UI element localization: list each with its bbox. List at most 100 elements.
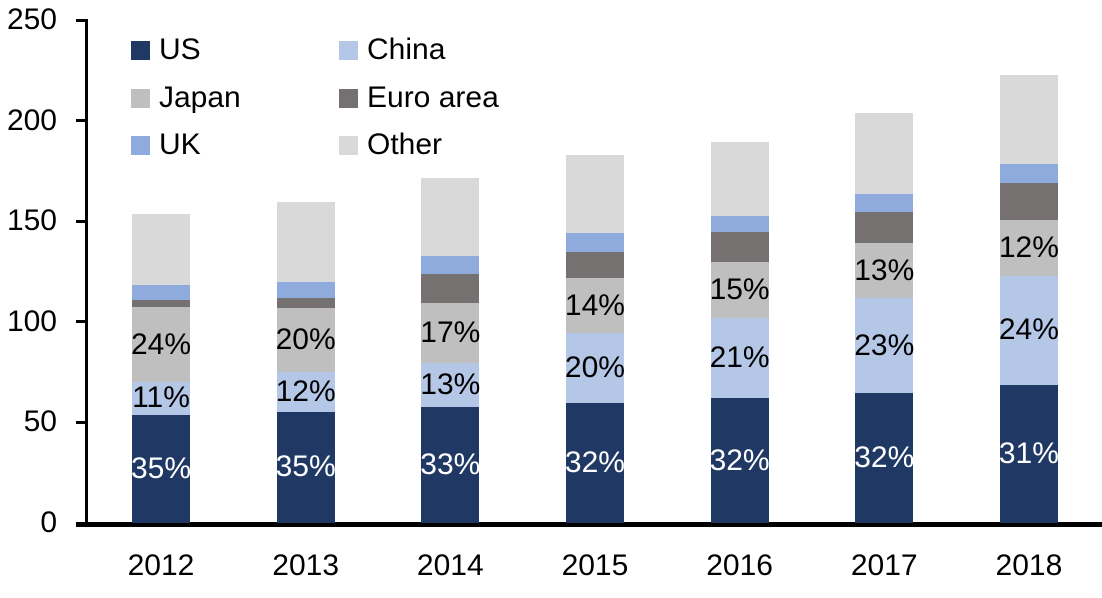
segment-percfor-label: 32% bbox=[709, 443, 770, 477]
bar-segment-euro-area bbox=[276, 298, 335, 308]
segment-percfor-label: 32% bbox=[564, 446, 625, 480]
legend-item-china: China bbox=[339, 35, 445, 65]
legend-label: Other bbox=[367, 128, 443, 161]
legend-label: US bbox=[159, 33, 201, 66]
bar-segment-uk bbox=[855, 194, 914, 212]
y-axis-line bbox=[85, 19, 88, 523]
y-axis-tick bbox=[76, 320, 85, 324]
legend-item-uk: UK bbox=[131, 130, 201, 160]
legend-swatch-icon bbox=[339, 40, 358, 60]
legend-label: Japan bbox=[159, 81, 241, 114]
bar-segment-japan bbox=[565, 278, 624, 334]
legend-swatch-icon bbox=[339, 88, 358, 108]
bar-segment-japan bbox=[710, 261, 769, 318]
bar-segment-other bbox=[421, 178, 480, 256]
bar-segment-us bbox=[999, 384, 1058, 523]
y-axis-tick-label: 200 bbox=[6, 103, 57, 137]
x-axis-category-label: 2016 bbox=[706, 549, 773, 582]
bar-segment-uk bbox=[710, 215, 769, 233]
bar-segment-euro-area bbox=[999, 182, 1058, 220]
segment-percfor-label: 12% bbox=[998, 230, 1059, 264]
bar-segment-us bbox=[710, 398, 769, 523]
segment-percfor-label: 33% bbox=[420, 448, 481, 482]
legend-item-other: Other bbox=[339, 130, 442, 160]
y-axis-tick bbox=[76, 18, 85, 22]
x-axis-category-label: 2017 bbox=[850, 549, 918, 582]
bar-segment-china bbox=[565, 333, 624, 404]
segment-percfor-label: 31% bbox=[998, 436, 1059, 470]
x-axis-line bbox=[76, 522, 1102, 527]
bar-segment-japan bbox=[999, 219, 1058, 276]
bar-segment-us bbox=[421, 407, 480, 523]
legend-item-japan: Japan bbox=[131, 83, 241, 113]
bar-segment-other bbox=[276, 201, 335, 282]
segment-percfor-label: 24% bbox=[998, 313, 1059, 347]
bar-segment-euro-area bbox=[855, 211, 914, 244]
segment-percfor-label: 15% bbox=[709, 272, 770, 306]
bar-segment-other bbox=[132, 213, 190, 285]
y-axis-tick-label: 100 bbox=[6, 304, 57, 338]
bar-segment-other bbox=[565, 155, 624, 234]
segment-percfor-label: 14% bbox=[564, 288, 625, 322]
bar-segment-japan bbox=[276, 307, 335, 372]
legend-swatch-icon bbox=[131, 135, 150, 155]
bar-segment-uk bbox=[276, 281, 335, 299]
y-axis-tick bbox=[76, 420, 85, 424]
bar-segment-other bbox=[999, 74, 1058, 165]
bar-segment-china bbox=[855, 298, 914, 394]
x-axis-category-label: 2018 bbox=[995, 549, 1063, 582]
legend-label: Euro area bbox=[367, 81, 499, 114]
legend-item-us: US bbox=[131, 35, 201, 65]
segment-percfor-label: 13% bbox=[854, 253, 915, 287]
y-axis-tick bbox=[76, 219, 85, 223]
bar-segment-us bbox=[132, 414, 190, 523]
bar-segment-uk bbox=[421, 256, 480, 274]
x-axis-category-label: 2013 bbox=[272, 549, 340, 582]
legend-label: China bbox=[367, 33, 446, 66]
segment-percfor-label: 21% bbox=[709, 341, 770, 375]
legend-swatch-icon bbox=[131, 40, 150, 60]
segment-percfor-label: 24% bbox=[130, 327, 192, 361]
x-axis-category-label: 2012 bbox=[127, 549, 195, 582]
bar-segment-china bbox=[421, 362, 480, 408]
y-axis-tick bbox=[76, 119, 85, 123]
segment-percfor-label: 32% bbox=[854, 441, 915, 475]
legend-label: UK bbox=[159, 128, 201, 161]
bar-segment-japan bbox=[855, 243, 914, 299]
bar-segment-euro-area bbox=[710, 232, 769, 262]
segment-percfor-label: 23% bbox=[854, 328, 915, 362]
bar-segment-us bbox=[565, 403, 624, 523]
bar-segment-us bbox=[855, 393, 914, 523]
legend-swatch-icon bbox=[339, 135, 358, 155]
bar-segment-china bbox=[132, 381, 190, 415]
segment-percfor-label: 35% bbox=[130, 451, 192, 485]
bar-segment-china bbox=[999, 275, 1058, 385]
segment-percfor-label: 20% bbox=[564, 351, 625, 385]
bar-segment-other bbox=[855, 113, 914, 195]
y-axis-tick-label: 0 bbox=[40, 506, 57, 539]
legend-item-euro-area: Euro area bbox=[339, 83, 499, 113]
bar-segment-uk bbox=[132, 284, 190, 301]
segment-percfor-label: 20% bbox=[275, 322, 336, 356]
legend-swatch-icon bbox=[131, 88, 150, 108]
bar-segment-china bbox=[276, 371, 335, 412]
bar-segment-uk bbox=[999, 164, 1058, 183]
x-axis-category-label: 2014 bbox=[416, 549, 484, 582]
bar-segment-japan bbox=[421, 302, 480, 363]
segment-percfor-label: 13% bbox=[420, 367, 481, 401]
bar-segment-us bbox=[276, 411, 335, 523]
segment-percfor-label: 12% bbox=[275, 374, 336, 408]
bar-segment-japan bbox=[132, 307, 190, 382]
bar-segment-euro-area bbox=[132, 300, 190, 308]
bar-segment-uk bbox=[565, 233, 624, 252]
segment-percfor-label: 17% bbox=[420, 315, 481, 349]
segment-percfor-label: 35% bbox=[275, 450, 336, 484]
bar-segment-china bbox=[710, 317, 769, 399]
segment-percfor-label: 11% bbox=[132, 381, 190, 415]
bar-segment-other bbox=[710, 142, 769, 216]
bar-segment-euro-area bbox=[421, 273, 480, 303]
y-axis-tick-label: 150 bbox=[6, 204, 57, 238]
bar-segment-euro-area bbox=[565, 251, 624, 279]
x-axis-category-label: 2015 bbox=[561, 549, 629, 582]
